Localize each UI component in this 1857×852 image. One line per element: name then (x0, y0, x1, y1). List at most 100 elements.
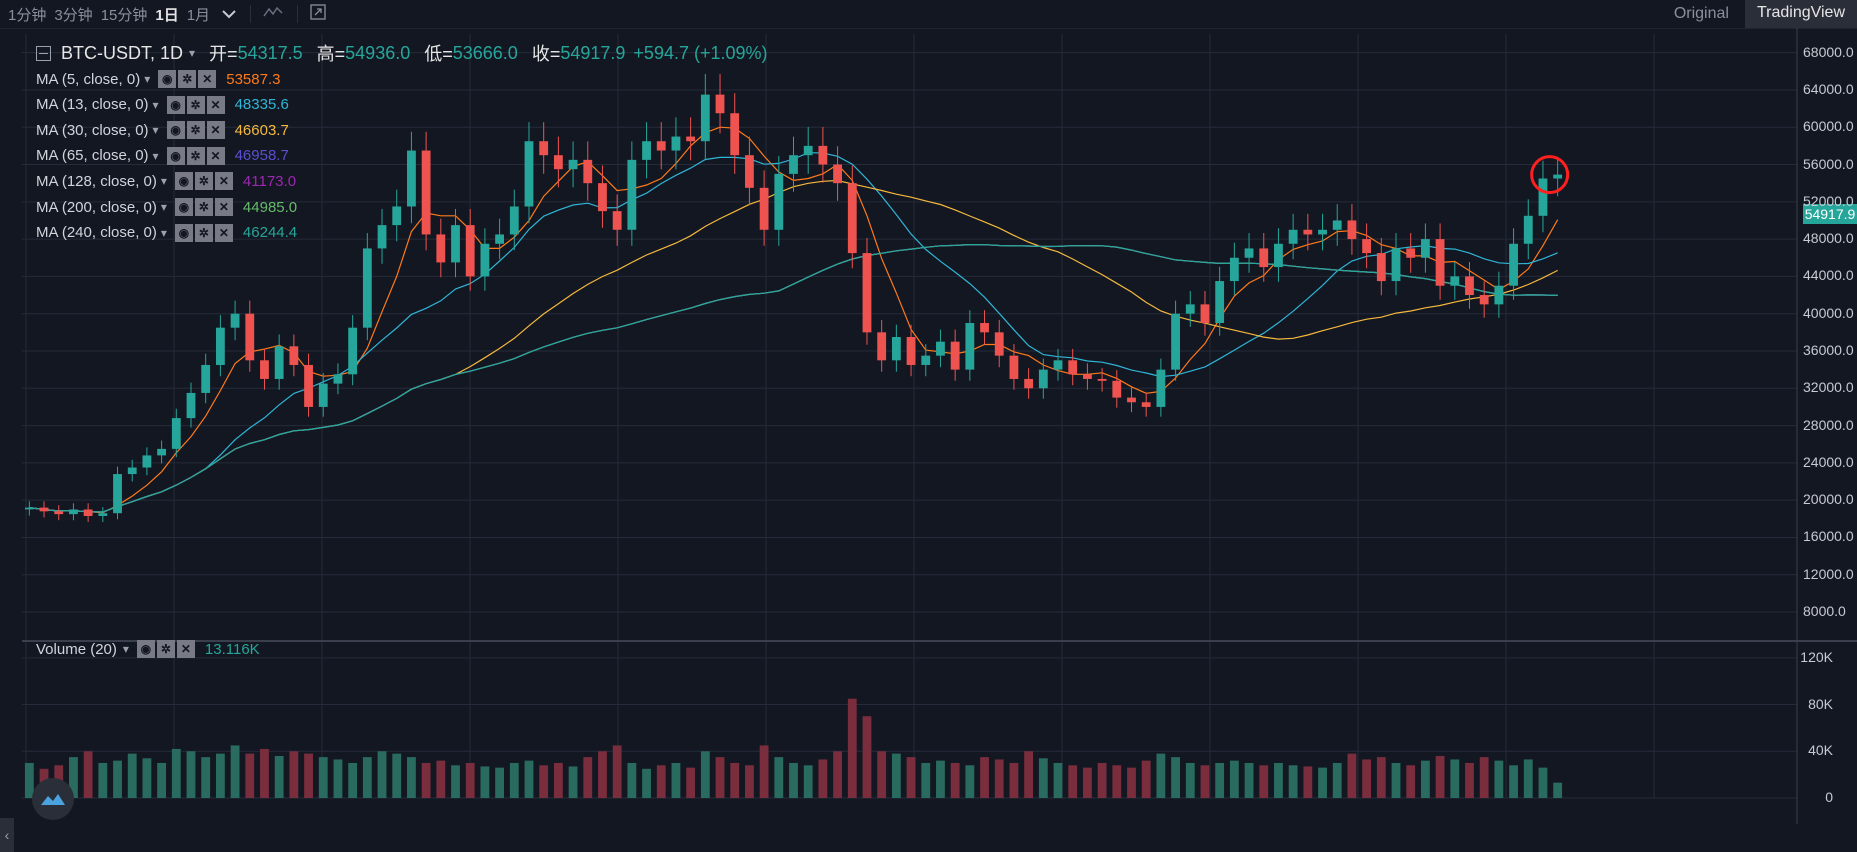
candle-body (362, 248, 372, 328)
eye-icon[interactable]: ◉ (174, 223, 193, 242)
gear-icon[interactable]: ✲ (194, 198, 213, 216)
chart-area[interactable]: BTC-USDT, 1D ▾ 开= 54317.5 高= 54936.0 低= 536… (0, 28, 1857, 852)
candle-body (891, 337, 901, 361)
eye-icon[interactable]: ◉ (174, 198, 193, 216)
gear-icon[interactable]: ✲ (186, 95, 205, 114)
logo-icon[interactable] (32, 778, 74, 820)
fullscreen-icon[interactable] (310, 4, 326, 24)
line-wave-icon[interactable] (263, 5, 283, 23)
candle-body (1156, 369, 1166, 407)
close-icon[interactable]: ✕ (214, 172, 233, 191)
ma-label: MA (240, close, 0) (36, 224, 157, 242)
candle-body (142, 455, 152, 468)
ma-indicator-row[interactable]: MA (200, close, 0) ▾ ◉ ✲ ✕ 44985.0 (36, 196, 297, 218)
candle-body (1082, 374, 1092, 379)
collapse-icon[interactable] (36, 45, 51, 61)
gear-icon[interactable]: ✲ (194, 223, 213, 242)
candlestick-chart[interactable] (0, 28, 1857, 824)
eye-icon[interactable]: ◉ (166, 95, 185, 114)
chevron-down-icon[interactable]: ▾ (160, 225, 167, 240)
timeframe-1m[interactable]: 1月 (186, 6, 211, 24)
ma-value: 53587.3 (226, 70, 281, 88)
volume-bar (83, 751, 93, 798)
close-icon[interactable]: ✕ (198, 70, 217, 88)
volume-bar (598, 751, 607, 798)
ma-indicator-row[interactable]: MA (128, close, 0) ▾ ◉ ✲ ✕ 41173.0 (36, 170, 296, 192)
close-icon[interactable]: ✕ (176, 640, 195, 658)
candle-body (1494, 285, 1504, 305)
candle-body (994, 332, 1004, 356)
chevron-down-icon[interactable]: ▾ (144, 72, 151, 86)
candle-body (127, 467, 137, 475)
close-icon[interactable]: ✕ (206, 95, 225, 114)
close-icon[interactable]: ✕ (206, 121, 225, 140)
volume-bar (583, 757, 593, 798)
gear-icon[interactable]: ✲ (156, 640, 175, 658)
price-tick-label: 60000.0 (1803, 118, 1854, 135)
candle-body (201, 364, 211, 393)
volume-bar (451, 765, 460, 798)
ma-indicator-row[interactable]: MA (240, close, 0) ▾ ◉ ✲ ✕ 46244.4 (36, 222, 297, 244)
volume-bar (1538, 767, 1548, 798)
gear-icon[interactable]: ✲ (186, 121, 205, 140)
symbol-label[interactable]: BTC-USDT, 1D (61, 42, 184, 63)
volume-bar (1038, 758, 1048, 798)
ma-controls: ◉ ✲ ✕ (174, 172, 235, 191)
price-tick-label: 20000.0 (1803, 491, 1854, 508)
gear-icon[interactable]: ✲ (178, 70, 197, 88)
chevron-down-icon[interactable]: ▾ (152, 97, 159, 112)
ma-indicator-row[interactable]: MA (65, close, 0) ▾ ◉ ✲ ✕ 46958.7 (36, 145, 289, 167)
view-original-button[interactable]: Original (1673, 5, 1729, 22)
eye-icon[interactable]: ◉ (136, 640, 155, 658)
volume-label[interactable]: Volume (20) (36, 640, 117, 658)
chevron-down-icon[interactable]: ▾ (160, 200, 167, 214)
view-tradingview-button[interactable]: TradingView (1744, 0, 1857, 28)
moving-averages (29, 126, 1559, 514)
timeframe-1min[interactable]: 1分钟 (8, 6, 47, 24)
chevron-down-icon[interactable] (222, 6, 236, 23)
volume-bar (656, 765, 666, 798)
volume-bar (421, 762, 431, 798)
chevron-down-icon[interactable]: ▾ (152, 123, 159, 138)
price-tick-label: 28000.0 (1803, 416, 1854, 433)
volume-bar (495, 767, 505, 798)
close-icon[interactable]: ✕ (206, 146, 225, 165)
volume-bar (436, 760, 446, 798)
volume-bar (818, 759, 828, 798)
ma-controls: ◉ ✲ ✕ (158, 70, 218, 88)
candle-body (1479, 295, 1489, 305)
eye-icon[interactable]: ◉ (166, 146, 185, 165)
volume-bar (1274, 762, 1283, 798)
open-value: 54317.5 (237, 42, 303, 63)
candle-body (304, 364, 313, 407)
eye-icon[interactable]: ◉ (166, 121, 185, 140)
chevron-down-icon[interactable]: ▾ (160, 174, 167, 189)
chevron-down-icon[interactable]: ▾ (122, 642, 129, 656)
volume-bar (274, 755, 284, 798)
candle-body (260, 360, 269, 379)
eye-icon[interactable]: ◉ (158, 70, 177, 88)
timeframe-3min[interactable]: 3分钟 (54, 6, 93, 24)
close-icon[interactable]: ✕ (214, 198, 233, 216)
price-tick-label: 8000.0 (1803, 603, 1846, 620)
candle-body (759, 187, 769, 230)
ma-indicator-row[interactable]: MA (5, close, 0) ▾ ◉ ✲ ✕ 53587.3 (36, 68, 280, 90)
volume-bar (1215, 762, 1225, 798)
chevron-down-icon[interactable]: ▾ (152, 148, 159, 163)
candle-body (1538, 178, 1548, 216)
volume-bar (1435, 755, 1445, 798)
timeframe-15min[interactable]: 15分钟 (100, 6, 148, 24)
gear-icon[interactable]: ✲ (194, 172, 213, 191)
candle-body (1523, 215, 1533, 244)
timeframe-1d[interactable]: 1日 (155, 6, 179, 24)
volume-bar (965, 765, 975, 798)
volume-bar (1523, 759, 1533, 798)
gear-icon[interactable]: ✲ (186, 146, 205, 165)
chevron-down-icon[interactable]: ▾ (189, 46, 196, 60)
scroll-left-button[interactable]: ‹ (0, 818, 14, 852)
ma-indicator-row[interactable]: MA (30, close, 0) ▾ ◉ ✲ ✕ 46603.7 (36, 119, 289, 141)
eye-icon[interactable]: ◉ (174, 172, 193, 191)
candle-body (862, 253, 872, 333)
close-icon[interactable]: ✕ (214, 223, 233, 242)
ma-indicator-row[interactable]: MA (13, close, 0) ▾ ◉ ✲ ✕ 48335.6 (36, 94, 289, 116)
